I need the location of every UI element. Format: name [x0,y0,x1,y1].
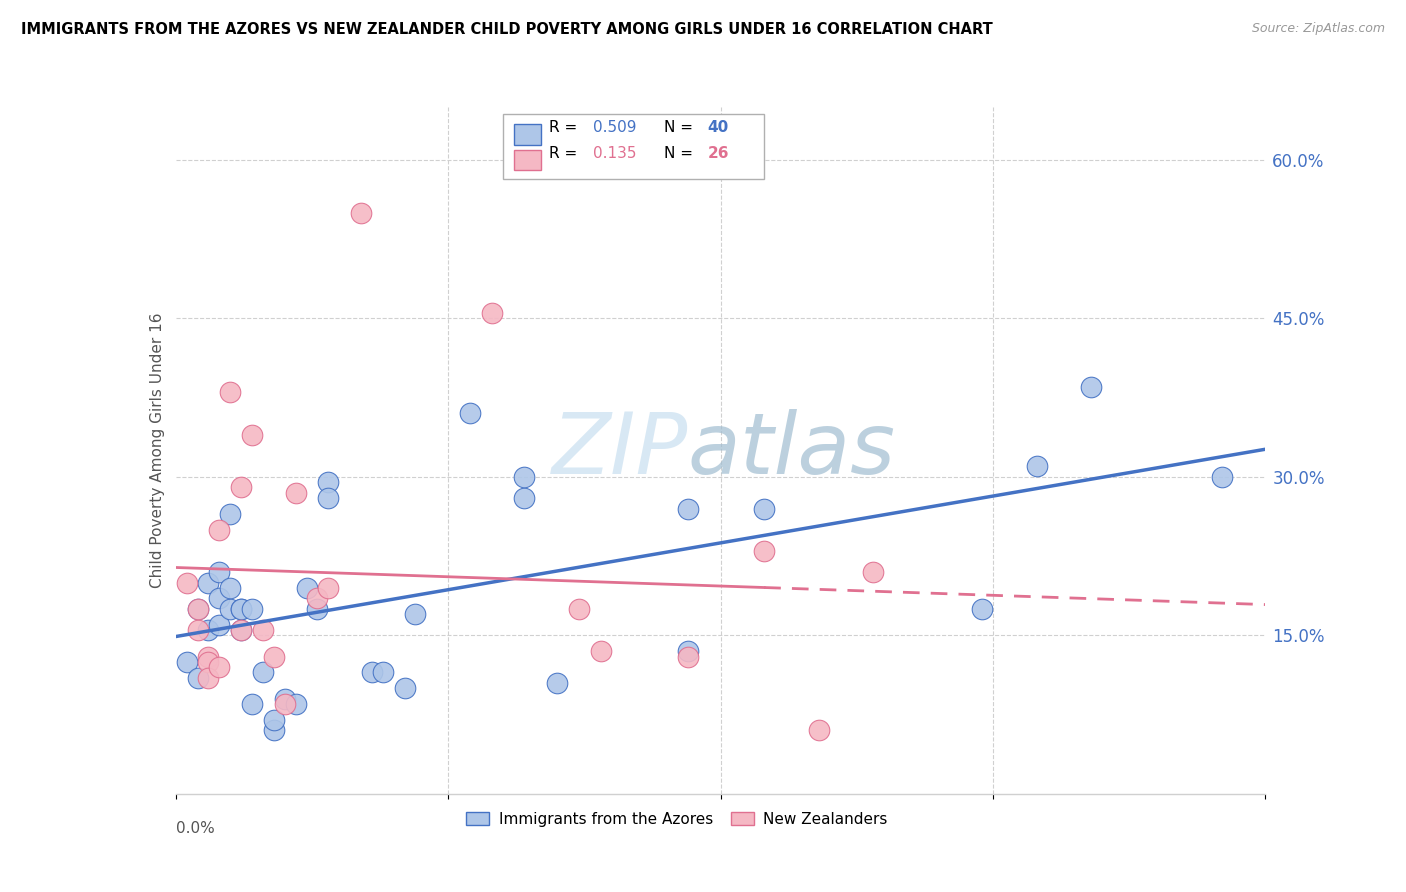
Point [546,676,568,690]
Point [208,660,231,674]
Point [186,602,209,616]
Text: N =: N = [664,120,697,136]
Point [405,607,427,622]
Text: 0.509: 0.509 [593,120,637,136]
Point [208,523,231,537]
FancyBboxPatch shape [513,124,541,145]
Point [1080,380,1102,394]
Point [186,623,209,637]
Point [970,602,993,616]
Text: 26: 26 [707,145,728,161]
Point [219,385,242,400]
Point [231,623,253,637]
Point [240,697,263,711]
Point [263,649,285,664]
Point [318,581,340,595]
Point [513,491,536,505]
Point [197,655,219,669]
Point [219,602,242,616]
Point [274,691,297,706]
Point [284,697,307,711]
Point [197,649,219,664]
FancyBboxPatch shape [513,150,541,170]
Point [676,501,699,516]
Point [807,723,830,738]
Point [176,655,198,669]
Text: ZIP: ZIP [551,409,688,492]
Point [318,475,340,490]
Point [208,565,231,579]
Point [1211,470,1233,484]
Point [197,623,219,637]
Point [394,681,416,696]
Point [197,575,219,590]
Point [219,581,242,595]
Text: atlas: atlas [688,409,896,492]
Point [513,470,536,484]
Text: 0.0%: 0.0% [176,822,215,837]
Point [676,644,699,658]
Point [186,602,209,616]
Point [176,575,198,590]
Point [676,649,699,664]
Point [371,665,394,680]
Point [481,306,503,320]
Text: 0.135: 0.135 [593,145,637,161]
Y-axis label: Child Poverty Among Girls Under 16: Child Poverty Among Girls Under 16 [149,313,165,588]
Point [263,723,285,738]
Point [231,480,253,494]
Point [219,507,242,521]
FancyBboxPatch shape [503,114,765,179]
Point [231,602,253,616]
Point [307,602,329,616]
Point [208,617,231,632]
Point [240,602,263,616]
Point [350,205,373,219]
Point [284,485,307,500]
Text: R =: R = [550,145,582,161]
Point [568,602,591,616]
Point [252,665,274,680]
Point [318,491,340,505]
Text: Source: ZipAtlas.com: Source: ZipAtlas.com [1251,22,1385,36]
Text: 40: 40 [707,120,728,136]
Point [754,544,776,558]
Point [295,581,318,595]
Point [263,713,285,727]
Point [862,565,884,579]
Text: R =: R = [550,120,582,136]
Point [197,671,219,685]
Point [589,644,612,658]
Point [1025,459,1047,474]
Point [274,697,297,711]
Legend: Immigrants from the Azores, New Zealanders: Immigrants from the Azores, New Zealande… [458,804,896,834]
Point [186,671,209,685]
Point [307,591,329,606]
Point [754,501,776,516]
Point [252,623,274,637]
Point [231,602,253,616]
Point [360,665,382,680]
Point [240,427,263,442]
Text: IMMIGRANTS FROM THE AZORES VS NEW ZEALANDER CHILD POVERTY AMONG GIRLS UNDER 16 C: IMMIGRANTS FROM THE AZORES VS NEW ZEALAN… [21,22,993,37]
Text: N =: N = [664,145,697,161]
Point [208,591,231,606]
Point [458,407,481,421]
Point [231,623,253,637]
